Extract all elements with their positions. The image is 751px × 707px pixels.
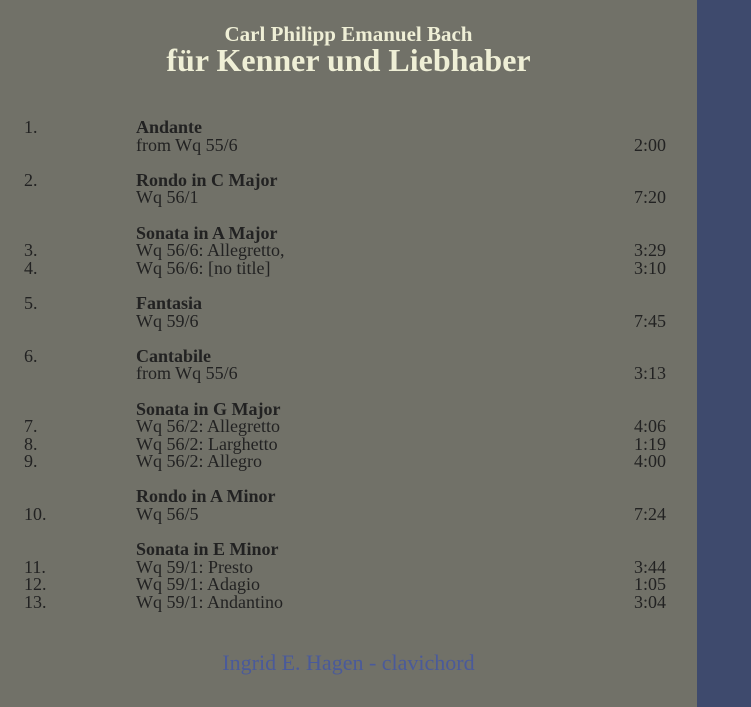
track-duration: 3:13 [633,363,666,384]
side-stripe [697,0,751,707]
track-row: 9. Wq 56/2: Allegro 4:00 [0,451,697,472]
track-group: Sonata in A Major 3. Wq 56/6: Allegretto, 3… [0,222,697,278]
track-title: Wq 59/1: Andantino [136,592,283,613]
track-duration: 7:24 [633,504,666,525]
track-row: from Wq 55/6 2:00 [0,134,697,155]
track-number: 7. [24,416,38,437]
track-number: 13. [24,592,47,613]
track-group: Rondo in A Minor 10. Wq 56/5 7:24 [0,488,697,523]
track-group: 2. Rondo in C Major Wq 56/1 7:20 [0,169,697,207]
track-list: 1. Andante from Wq 55/6 2:00 2. Rondo in C Ma… [0,117,697,629]
track-row: 10. Wq 56/5 7:24 [0,504,697,525]
work-title: Rondo in A Minor [136,486,276,507]
track-number: 12. [24,574,47,595]
track-title: Wq 59/1: Presto [136,556,253,577]
track-duration: 7:20 [633,187,666,208]
track-row: 3. Wq 56/6: Allegretto, 3:29 [0,240,697,261]
track-row: 4. Wq 56/6: [no title] 3:10 [0,257,697,278]
work-heading-row: 1. Andante [0,117,697,137]
work-heading-row: Sonata in E Minor [0,539,697,560]
track-number: 5. [24,292,38,313]
work-title: Sonata in G Major [136,398,281,419]
track-number: 2. [24,169,38,190]
work-heading-row: Sonata in A Major [0,222,697,243]
work-heading-row: Sonata in G Major [0,398,697,419]
track-title: from Wq 55/6 [136,134,238,155]
work-heading-row: 6. Cantabile [0,345,697,366]
track-number: 6. [24,345,38,366]
track-duration: 3:29 [633,240,666,261]
track-group: 1. Andante from Wq 55/6 2:00 [0,117,697,155]
work-heading-row: Rondo in A Minor [0,488,697,506]
track-row: from Wq 55/6 3:13 [0,365,697,383]
track-row: 7. Wq 56/2: Allegretto 4:06 [0,416,697,437]
track-group: Sonata in E Minor 11. Wq 59/1: Presto 3:44 1… [0,539,697,613]
track-row: 13. Wq 59/1: Andantino 3:04 [0,592,697,613]
track-duration: 3:10 [633,257,666,278]
album-title: für Kenner und Liebhaber [166,42,531,78]
track-duration: 1:19 [633,433,666,454]
work-title: Andante [136,117,203,137]
work-title: Fantasia [136,292,203,313]
track-duration: 3:44 [633,556,666,577]
track-number: 11. [24,556,46,577]
track-row: Wq 56/1 7:20 [0,189,697,207]
track-group: 6. Cantabile from Wq 55/6 3:13 [0,345,697,383]
track-title: Wq 56/1 [136,187,199,208]
track-title: Wq 56/2: Larghetto [136,433,278,454]
track-duration: 4:00 [633,451,666,472]
track-duration: 3:04 [633,592,666,613]
track-title: Wq 59/1: Adagio [136,574,260,595]
track-duration: 1:05 [633,574,666,595]
work-title: Sonata in A Major [136,222,278,243]
work-title: Cantabile [136,345,212,366]
track-group: Sonata in G Major 7. Wq 56/2: Allegretto 4:… [0,398,697,472]
track-title: Wq 56/2: Allegro [136,451,262,472]
track-title: Wq 56/2: Allegretto [136,416,280,437]
track-title: Wq 56/6: Allegretto, [136,240,285,261]
track-duration: 2:00 [633,134,666,155]
track-number: 9. [24,451,38,472]
track-title: Wq 59/6 [136,310,199,331]
track-title: from Wq 55/6 [136,363,238,384]
work-title: Sonata in E Minor [136,539,279,560]
track-duration: 7:45 [633,310,666,331]
track-number: 10. [24,504,47,525]
track-number: 3. [24,240,38,261]
performer-credit: Ingrid E. Hagen - clavichord [222,650,475,675]
work-title: Rondo in C Major [136,169,278,190]
track-title: Wq 56/6: [no title] [136,257,271,278]
track-title: Wq 56/5 [136,504,199,525]
track-number: 1. [24,117,38,137]
track-number: 4. [24,257,38,278]
track-row: 8. Wq 56/2: Larghetto 1:19 [0,433,697,454]
track-number: 8. [24,433,38,454]
track-row: 11. Wq 59/1: Presto 3:44 [0,556,697,577]
track-row: Wq 59/6 7:45 [0,310,697,331]
work-heading-row: 2. Rondo in C Major [0,169,697,190]
work-heading-row: 5. Fantasia [0,292,697,313]
track-group: 5. Fantasia Wq 59/6 7:45 [0,292,697,331]
track-row: 12. Wq 59/1: Adagio 1:05 [0,576,697,594]
composer-name: Carl Philipp Emanuel Bach [224,22,473,46]
track-duration: 4:06 [633,416,666,437]
